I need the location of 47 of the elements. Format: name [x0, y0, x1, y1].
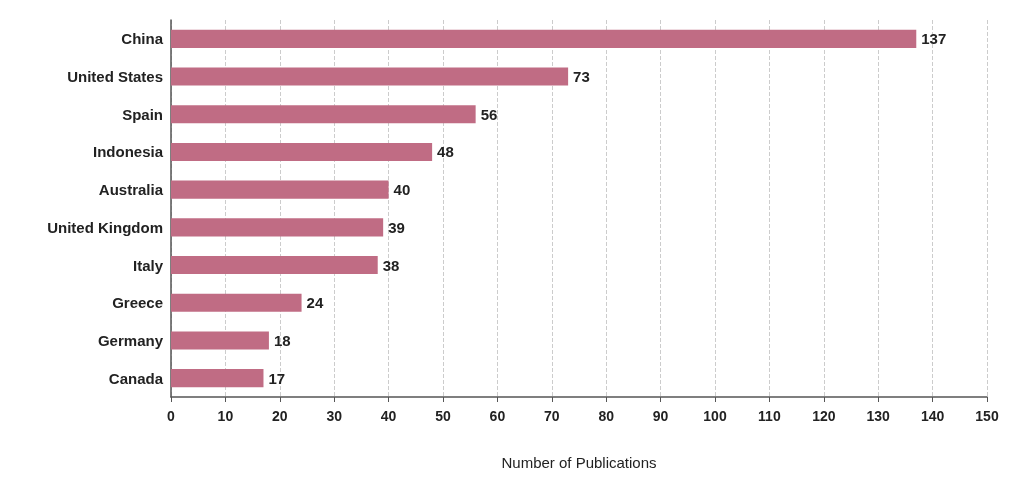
bar: [171, 67, 569, 86]
data-label: 40: [393, 181, 411, 199]
y-tick-label: Indonesia: [92, 143, 164, 161]
data-label: 48: [437, 143, 454, 161]
x-tick-label: 70: [544, 408, 560, 424]
data-label: 38: [382, 256, 400, 274]
y-tick-label: Canada: [108, 369, 164, 387]
data-label: 56: [480, 105, 498, 123]
y-tick-label: Greece: [112, 294, 163, 312]
bar: [171, 105, 476, 124]
data-label: 18: [273, 331, 291, 349]
bar: [171, 218, 384, 237]
x-tick-label: 110: [758, 408, 781, 424]
y-tick-label: Italy: [132, 256, 164, 274]
x-tick-label: 10: [217, 408, 234, 424]
x-tick-label: 150: [975, 408, 999, 424]
y-tick-label: United Kingdom: [47, 218, 163, 236]
x-tick-label: 90: [652, 408, 669, 424]
data-label: 137: [921, 30, 947, 48]
data-label: 24: [306, 294, 324, 312]
x-tick-label: 40: [380, 408, 397, 424]
x-axis-title: Number of Publications: [501, 454, 657, 471]
bar: [171, 29, 917, 48]
x-tick-label: 20: [272, 408, 288, 424]
x-tick-label: 100: [703, 408, 727, 424]
x-tick-label: 120: [812, 408, 836, 424]
data-label: 17: [268, 369, 286, 387]
bar: [171, 369, 264, 388]
x-tick-label: 60: [489, 408, 506, 424]
bar: [171, 256, 378, 275]
data-label: 73: [573, 68, 590, 86]
bar: [171, 293, 302, 312]
x-tick-label: 50: [435, 408, 451, 424]
y-tick-label: Australia: [98, 181, 164, 199]
bar: [171, 331, 269, 350]
bar: [171, 142, 433, 161]
x-tick-label: 30: [326, 408, 343, 424]
x-tick-label: 80: [598, 408, 615, 424]
y-tick-label: China: [121, 30, 164, 48]
y-tick-label: Germany: [97, 331, 164, 349]
x-tick-label: 130: [866, 408, 891, 424]
y-tick-label: Spain: [122, 105, 163, 123]
x-tick-label: 140: [920, 408, 945, 424]
x-tick-label: 0: [167, 408, 176, 424]
bar: [171, 180, 389, 199]
data-label: 39: [388, 218, 405, 236]
y-tick-label: United States: [67, 68, 163, 86]
